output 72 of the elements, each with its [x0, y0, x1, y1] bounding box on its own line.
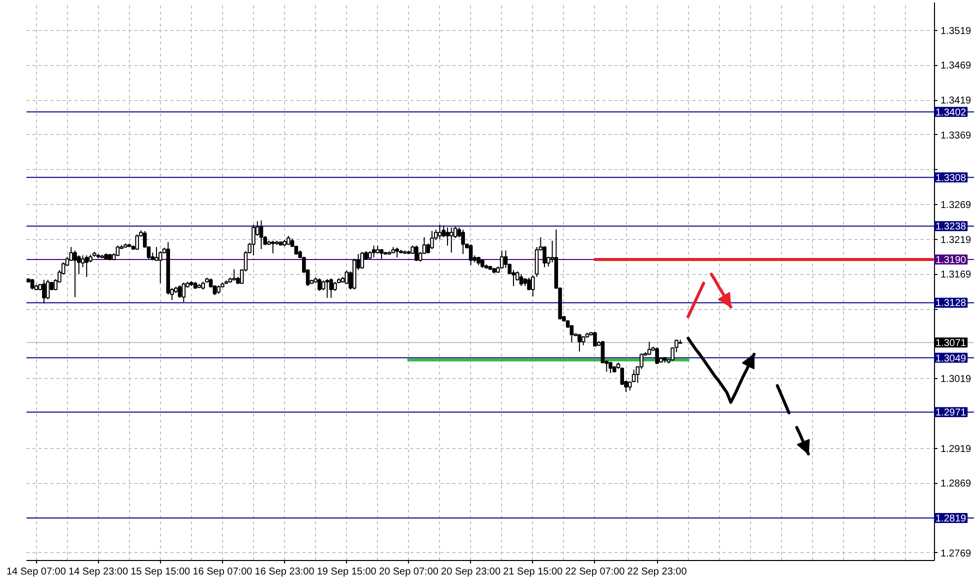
candlestick — [42, 279, 46, 304]
candlestick — [46, 279, 50, 300]
candlestick — [530, 275, 535, 297]
y-tick-label: 1.3219 — [940, 234, 972, 246]
candlestick — [252, 224, 256, 256]
ref-line-label: 1.3308 — [936, 172, 967, 184]
x-tick-label: 14 Sep 07:00 — [6, 566, 66, 578]
x-tick-label: 16 Sep 23:00 — [254, 566, 315, 578]
candlestick — [325, 278, 330, 298]
ref-line-label: 1.2819 — [936, 514, 967, 525]
ref-line-label: 1.3238 — [936, 222, 967, 233]
y-tick-label: 1.3269 — [940, 200, 972, 212]
y-tick-label: 1.3469 — [940, 60, 972, 72]
candlestick — [380, 248, 384, 260]
ref-line-label: 1.3402 — [936, 107, 967, 118]
y-tick-label: 1.3169 — [940, 270, 972, 281]
candlestick — [30, 278, 34, 290]
candlestick — [271, 240, 275, 254]
candlestick — [318, 278, 322, 292]
candlestick — [527, 277, 531, 291]
x-tick-label: 19 Sep 15:00 — [316, 566, 377, 578]
candlestick — [655, 346, 659, 365]
candlestick — [461, 229, 465, 254]
x-tick-label: 20 Sep 23:00 — [441, 566, 501, 578]
x-tick-label: 20 Sep 07:00 — [378, 566, 439, 578]
line-series — [686, 336, 756, 404]
y-tick-label: 1.3419 — [940, 96, 972, 107]
candlestick — [446, 227, 450, 246]
x-tick-label: 16 Sep 07:00 — [192, 566, 253, 578]
ref-line-label: 1.3049 — [936, 353, 967, 364]
x-tick-label: 21 Sep 15:00 — [503, 566, 564, 578]
candlestick — [286, 235, 290, 246]
candlestick — [438, 224, 442, 240]
candlestick — [372, 245, 376, 258]
ref-line-label: 1.3128 — [936, 298, 967, 310]
x-tick-label: 14 Sep 23:00 — [68, 566, 128, 578]
candlestick — [178, 284, 182, 298]
candlestick — [593, 332, 597, 348]
candlestick — [135, 234, 139, 250]
y-tick-label: 1.3369 — [940, 130, 972, 142]
candlestick — [232, 268, 236, 281]
candlestick — [158, 250, 162, 284]
candlestick — [647, 341, 652, 356]
ref-line-label: 1.3190 — [936, 255, 967, 266]
y-tick-label: 1.3519 — [940, 26, 972, 37]
y-tick-label: 1.3019 — [940, 374, 972, 386]
candlestick — [578, 334, 582, 352]
candlestick — [450, 227, 454, 254]
candlestick — [154, 246, 158, 262]
candlestick — [182, 282, 186, 303]
candlestick — [468, 244, 473, 266]
candlestick — [395, 247, 399, 258]
y-tick-label: 1.2869 — [940, 478, 972, 490]
x-tick-label: 22 Sep 23:00 — [627, 566, 688, 578]
y-tick-label: 1.2769 — [940, 548, 972, 560]
candlestick — [259, 220, 264, 250]
candlestick — [542, 246, 546, 268]
candlestick — [360, 251, 364, 270]
candlestick — [333, 281, 337, 292]
y-tick-label: 1.2919 — [940, 444, 972, 455]
x-tick-label: 22 Sep 07:00 — [565, 566, 626, 578]
candlestick — [84, 254, 89, 278]
candlestick — [581, 336, 586, 346]
candlestick — [73, 250, 77, 298]
candlestick — [329, 278, 334, 298]
candlestick — [414, 245, 418, 262]
candlestick — [519, 274, 524, 287]
x-tick-label: 15 Sep 15:00 — [130, 566, 191, 578]
ref-line-label: 1.3071 — [936, 338, 967, 349]
ref-line-label: 1.2971 — [936, 408, 967, 419]
candlestick — [430, 230, 434, 250]
candlestick — [500, 250, 504, 270]
